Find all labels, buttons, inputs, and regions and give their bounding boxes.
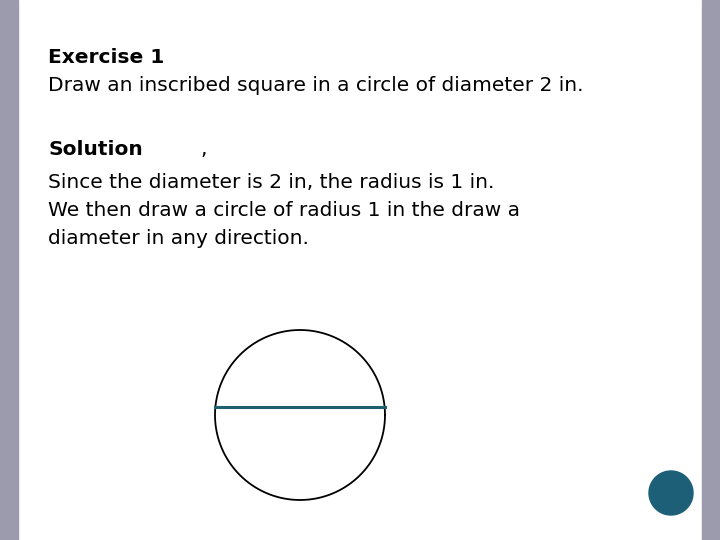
Text: ,: , — [200, 140, 207, 159]
Text: We then draw a circle of radius 1 in the draw a: We then draw a circle of radius 1 in the… — [48, 201, 520, 220]
Text: Solution: Solution — [48, 140, 143, 159]
Text: Draw an inscribed square in a circle of diameter 2 in.: Draw an inscribed square in a circle of … — [48, 76, 583, 95]
Bar — [0, 0, 18, 540]
Polygon shape — [649, 471, 693, 515]
Bar — [702, 0, 720, 540]
Text: Exercise 1: Exercise 1 — [48, 48, 164, 67]
Text: Since the diameter is 2 in, the radius is 1 in.: Since the diameter is 2 in, the radius i… — [48, 173, 495, 192]
Text: diameter in any direction.: diameter in any direction. — [48, 229, 309, 248]
